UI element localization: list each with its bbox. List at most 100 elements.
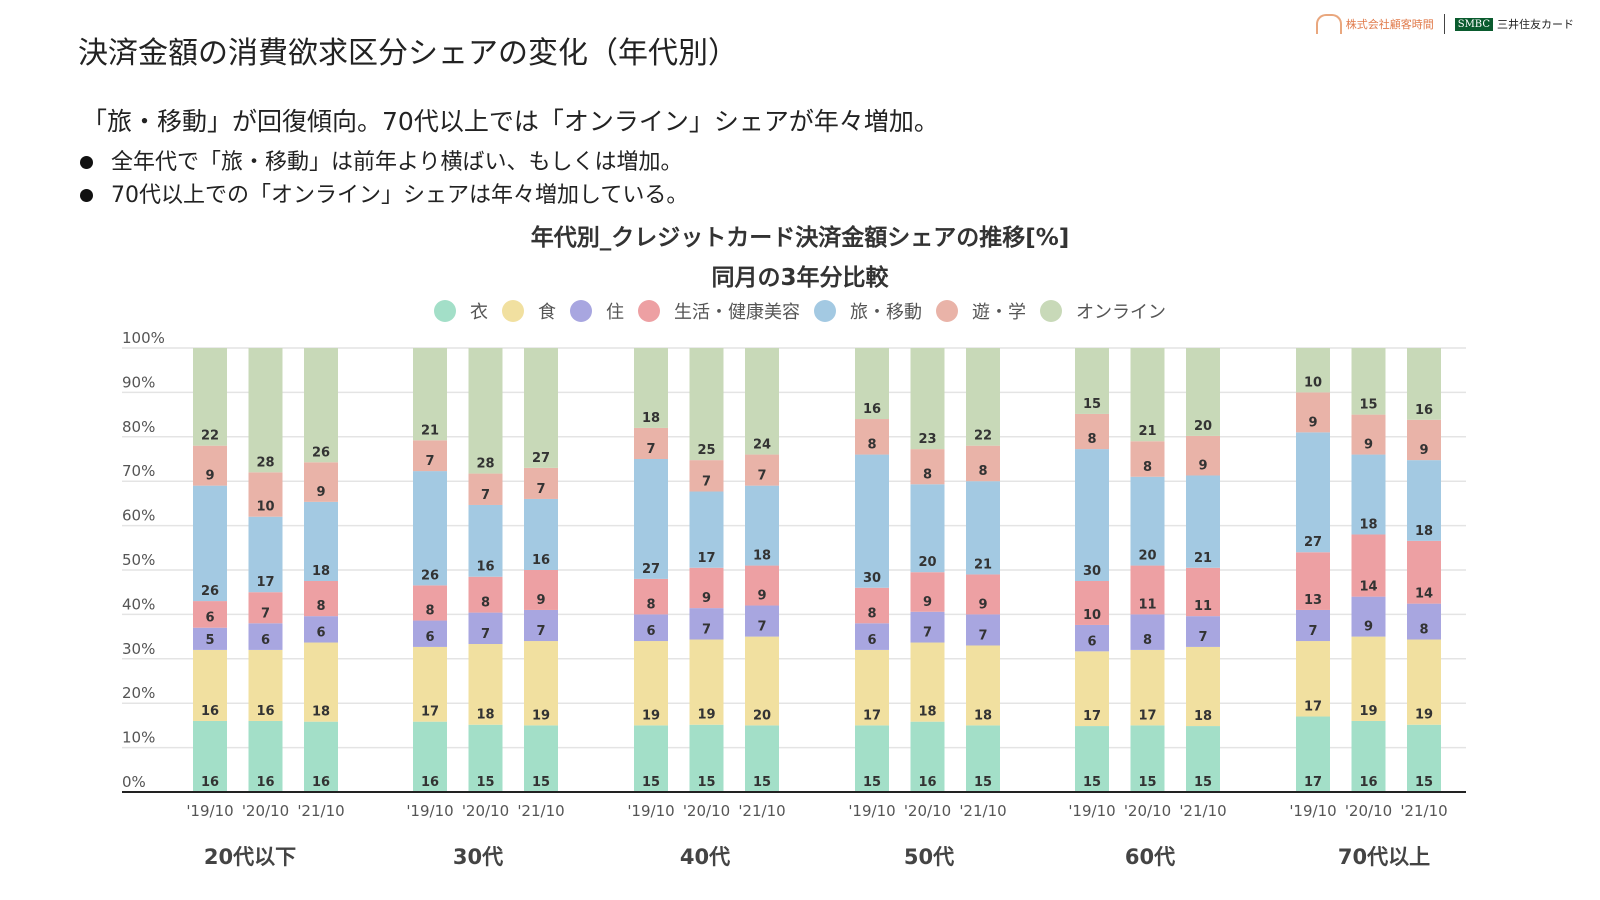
- bar-segment: [193, 485, 227, 602]
- bar-segment: [413, 440, 447, 472]
- bar-segment: [1075, 348, 1109, 414]
- data-label: 26: [421, 568, 439, 583]
- data-label: 18: [918, 705, 936, 720]
- bar-segment: [910, 572, 945, 612]
- data-label: 7: [425, 454, 434, 469]
- bar-segment: [468, 724, 503, 792]
- data-label: 17: [1304, 775, 1322, 790]
- bar-segment: [413, 348, 447, 441]
- bar-segment: [1351, 348, 1386, 415]
- data-label: 26: [312, 445, 330, 460]
- data-label: 9: [1364, 620, 1373, 635]
- data-label: 17: [697, 551, 715, 566]
- data-label: 21: [1194, 551, 1212, 566]
- data-label: 28: [256, 455, 274, 470]
- bar-segment: [689, 348, 724, 461]
- bar-segment: [966, 481, 1000, 575]
- y-tick-label: 100%: [122, 329, 165, 347]
- data-label: 15: [1194, 775, 1212, 790]
- data-label: 9: [978, 597, 987, 612]
- bar-segment: [1186, 475, 1220, 568]
- page-title: 決済金額の消費欲求区分シェアの変化（年代別）: [78, 36, 738, 71]
- y-tick-label: 40%: [122, 595, 155, 613]
- bar-segment: [1130, 565, 1165, 615]
- bar-segment: [634, 348, 668, 428]
- bar-segment: [304, 462, 338, 502]
- bar-segment: [745, 454, 779, 486]
- data-label: 8: [867, 438, 876, 453]
- bar-segment: [855, 623, 889, 650]
- x-tick-label: '20/10: [1345, 802, 1392, 820]
- bullet-icon: [80, 189, 93, 202]
- bar-segment: [468, 644, 503, 725]
- data-label: 15: [1138, 775, 1156, 790]
- data-label: 21: [974, 557, 992, 572]
- bar-segment: [304, 348, 338, 463]
- bar-segment: [966, 645, 1000, 726]
- data-label: 17: [256, 575, 274, 590]
- bar-segment: [1130, 348, 1165, 442]
- bar-segment: [1407, 540, 1441, 604]
- data-label: 15: [1359, 398, 1377, 413]
- data-label: 8: [923, 467, 932, 482]
- bar-segment: [1351, 596, 1386, 637]
- legend-label: オンライン: [1076, 302, 1166, 323]
- data-label: 5: [205, 633, 214, 648]
- data-label: 15: [863, 775, 881, 790]
- bar-segment: [966, 574, 1000, 615]
- legend-swatch: [1040, 300, 1062, 322]
- data-label: 19: [642, 708, 660, 723]
- lead-text: 「旅・移動」が回復傾向。70代以上では「オンライン」シェアが年々増加。: [82, 107, 939, 136]
- data-label: 16: [1359, 775, 1377, 790]
- legend-swatch: [434, 300, 456, 322]
- x-tick-label: '20/10: [1124, 802, 1171, 820]
- bar-segment: [634, 614, 668, 642]
- bar-segment: [524, 609, 558, 642]
- bar-segment: [634, 427, 668, 459]
- bar-segment: [634, 641, 668, 726]
- bar-segment: [193, 445, 227, 486]
- y-tick-label: 20%: [122, 684, 155, 702]
- data-label: 15: [1083, 775, 1101, 790]
- x-tick-label: '20/10: [904, 802, 951, 820]
- bar-segment: [1075, 449, 1109, 581]
- data-label: 10: [256, 500, 274, 515]
- bullet-list: 全年代で「旅・移動」は前年より横ばい、もしくは増加。 70代以上での「オンライン…: [80, 146, 688, 212]
- bar-segment: [1351, 534, 1386, 597]
- bar-segment: [1130, 476, 1165, 566]
- bar-segment: [1296, 552, 1330, 610]
- data-label: 24: [753, 438, 771, 453]
- bar-segment: [966, 725, 1000, 792]
- bar-segment: [910, 721, 945, 792]
- x-tick-label: '21/10: [1400, 802, 1447, 820]
- x-tick-label: '20/10: [242, 802, 289, 820]
- chart-legend: 衣 食 住 生活・健康美容 旅・移動 遊・学 オンライン: [0, 298, 1600, 324]
- y-tick-label: 50%: [122, 551, 155, 569]
- bar-segment: [1130, 441, 1165, 477]
- smbc-logo: SMBC 三井住友カード: [1454, 16, 1574, 32]
- group-label: 40代: [680, 845, 730, 869]
- data-label: 7: [1198, 630, 1207, 645]
- data-label: 7: [646, 442, 655, 457]
- data-label: 20: [918, 555, 936, 570]
- bar-segment: [1186, 435, 1220, 476]
- x-tick-label: '21/10: [517, 802, 564, 820]
- data-label: 20: [1194, 419, 1212, 434]
- bar-segment: [910, 449, 945, 485]
- smbc-mark: SMBC: [1454, 17, 1493, 31]
- group-label: 70代以上: [1338, 845, 1430, 869]
- bar-segment: [745, 605, 779, 637]
- data-label: 18: [1194, 709, 1212, 724]
- bar-segment: [1407, 348, 1441, 420]
- company-name: 株式会社顧客時間: [1345, 18, 1434, 31]
- y-tick-label: 0%: [122, 773, 146, 791]
- data-label: 18: [642, 411, 660, 426]
- bar-segment: [689, 724, 724, 792]
- bar-segment: [910, 611, 945, 643]
- bar-segment: [304, 642, 338, 722]
- data-label: 9: [1308, 415, 1317, 430]
- bar-segment: [910, 484, 945, 573]
- bar-segment: [1407, 419, 1441, 461]
- company-logo: 株式会社顧客時間: [1315, 14, 1434, 34]
